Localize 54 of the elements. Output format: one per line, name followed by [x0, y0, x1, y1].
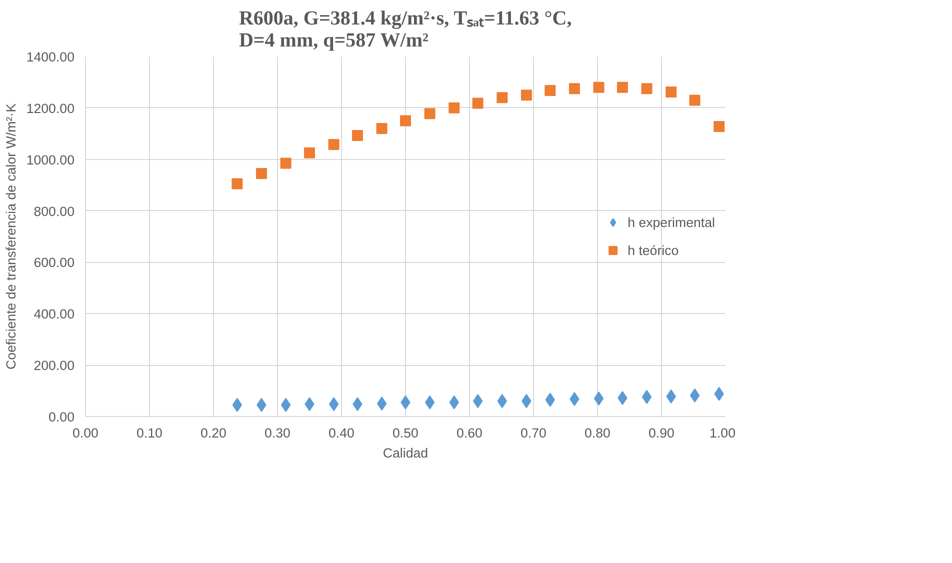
x-tick-label: 0.00 [72, 426, 98, 440]
x-tick-label: 0.40 [328, 426, 354, 440]
x-tick-label: 0.20 [200, 426, 226, 440]
point [568, 83, 580, 94]
point [496, 92, 508, 104]
point [424, 108, 436, 120]
x-tick-label: 0.50 [392, 426, 418, 440]
x-tick-label: 0.80 [584, 426, 610, 440]
point [642, 390, 652, 404]
point [593, 82, 604, 93]
point [232, 178, 243, 190]
point [280, 158, 292, 169]
y-axis-title: Coeficiente de transferencia de calor W/m²·K [3, 103, 18, 370]
point [376, 396, 387, 411]
x-tick-label: 0.90 [648, 426, 674, 440]
y-tick-label: 200.00 [34, 358, 74, 374]
y-tick-label: 400.00 [34, 306, 74, 322]
point [280, 398, 291, 412]
point [472, 394, 483, 408]
x-tick-label: 0.70 [520, 426, 546, 440]
y-tick-label: 1200.00 [26, 100, 75, 116]
point [666, 86, 677, 98]
point [594, 392, 604, 406]
x-tick-label: 0.60 [456, 426, 482, 440]
point [616, 82, 628, 93]
legend-label: h teórico [628, 242, 679, 258]
x-tick-label: 0.30 [264, 426, 290, 440]
point [304, 147, 315, 158]
point [544, 84, 556, 96]
point [472, 98, 484, 109]
point [448, 102, 460, 114]
x-tick-label: 1.00 [710, 426, 736, 440]
point [376, 123, 388, 134]
point [641, 83, 652, 94]
point [424, 395, 435, 410]
point [400, 115, 411, 126]
legend-label: h experimental [628, 214, 715, 230]
y-tick-label: 800.00 [34, 204, 74, 219]
chart-title: R600a, G=381.4 kg/m²·s, Tₛₐₜ=11.63 °C, D=4 mm, q=587 W/m² [238, 8, 572, 52]
point [352, 130, 363, 141]
y-tick-label: 600.00 [34, 255, 74, 270]
point [328, 138, 340, 150]
y-tick-label: 1000.00 [26, 152, 75, 168]
point [689, 94, 700, 106]
y-tick-label: 0.00 [48, 410, 75, 424]
point [328, 397, 339, 412]
point [256, 168, 267, 179]
point [714, 120, 725, 132]
point [690, 388, 700, 402]
point [520, 90, 532, 101]
y-tick-label: 1400.00 [26, 50, 75, 64]
x-tick-label: 0.10 [136, 426, 162, 440]
x-axis-title: Calidad [382, 446, 428, 460]
point [232, 398, 242, 412]
